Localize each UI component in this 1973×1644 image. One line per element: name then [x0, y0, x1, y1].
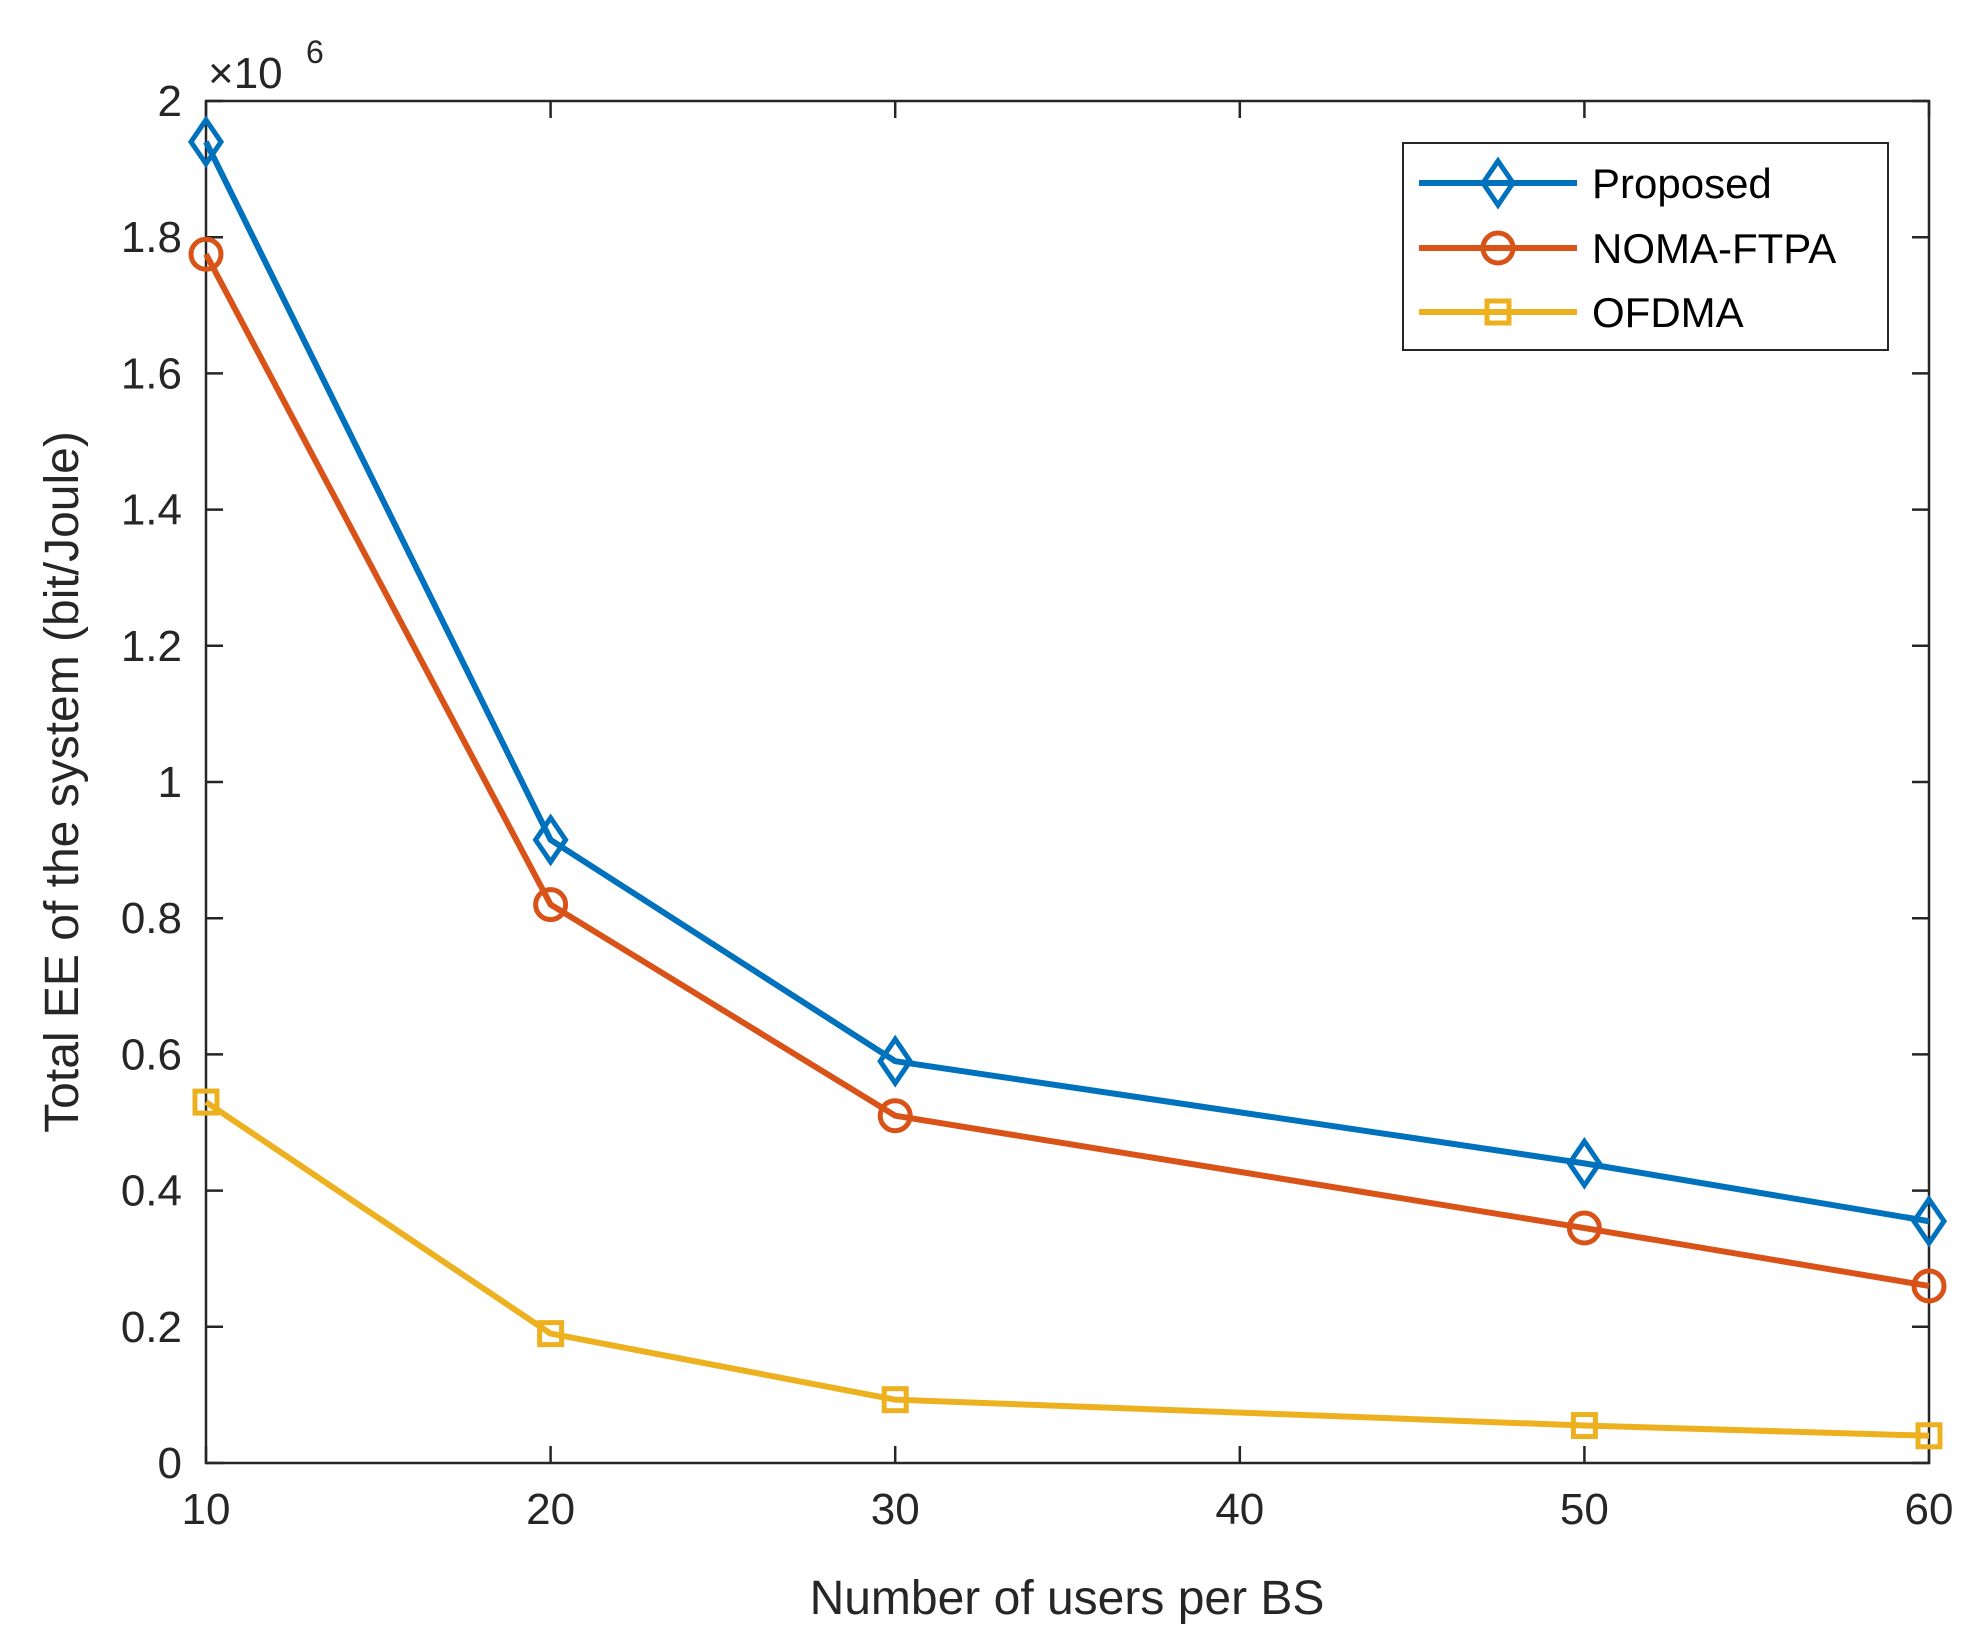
data-point-noma-ftpa: [877, 1098, 913, 1134]
y-tick-label: 0.6: [121, 1030, 182, 1079]
x-tick-label: 50: [1560, 1485, 1609, 1534]
y-multiplier-base: ×10: [208, 49, 283, 98]
data-point-noma-ftpa: [188, 236, 224, 272]
y-tick-label: 1.6: [121, 349, 182, 398]
y-axis-label: Total EE of the system (bit/Joule): [36, 431, 89, 1133]
legend-label: OFDMA: [1592, 289, 1744, 336]
y-multiplier: ×10 6: [208, 34, 324, 98]
legend-entry-proposed: Proposed: [1419, 156, 1772, 210]
x-tick-label: 30: [871, 1485, 920, 1534]
series-layer: [187, 115, 1948, 1450]
data-point-ofdma: [1915, 1422, 1943, 1450]
axis-ticks: 10 20 30 40 50 60 0 0.2 0.4 0.6 0.8 1 1.2 1.4 1.6 1.8 2: [121, 77, 1954, 1534]
data-point-ofdma: [537, 1320, 565, 1348]
legend-label: Proposed: [1592, 160, 1772, 207]
data-point-proposed: [187, 115, 225, 169]
y-tick-label: 1.2: [121, 622, 182, 671]
y-tick-label: 0.2: [121, 1303, 182, 1352]
legend-label: NOMA-FTPA: [1592, 225, 1836, 272]
series-proposed: [187, 115, 1948, 1248]
x-tick-label: 60: [1905, 1485, 1954, 1534]
y-tick-label: 2: [158, 77, 182, 126]
y-tick-label: 1.4: [121, 486, 182, 535]
y-tick-label: 0.8: [121, 894, 182, 943]
legend-marker-noma-ftpa: [1480, 230, 1516, 266]
legend-entry-noma-ftpa: NOMA-FTPA: [1419, 225, 1836, 272]
series-line-ofdma: [204, 1099, 1930, 1439]
legend-marker-ofdma: [1484, 298, 1512, 326]
series-noma-ftpa: [188, 236, 1947, 1304]
legend-entry-ofdma: OFDMA: [1419, 289, 1744, 336]
data-point-proposed: [1566, 1136, 1603, 1190]
series-ofdma: [192, 1088, 1943, 1450]
x-tick-label: 40: [1215, 1485, 1264, 1534]
x-tick-label: 10: [182, 1485, 231, 1534]
y-multiplier-exponent: 6: [306, 34, 324, 70]
legend: Proposed NOMA-FTPA OFDMA: [1402, 142, 1889, 351]
y-tick-label: 0: [158, 1439, 182, 1488]
legend-marker-proposed: [1479, 156, 1517, 210]
series-line-noma-ftpa: [203, 252, 1930, 1289]
series-line-proposed: [203, 140, 1930, 1225]
data-point-noma-ftpa: [1566, 1210, 1602, 1246]
data-point-noma-ftpa: [1911, 1268, 1947, 1304]
data-point-noma-ftpa: [533, 887, 569, 923]
data-point-proposed: [877, 1034, 914, 1088]
data-point-ofdma: [881, 1386, 909, 1414]
data-point-ofdma: [1570, 1412, 1598, 1440]
y-tick-label: 0.4: [121, 1167, 182, 1216]
data-point-proposed: [532, 813, 569, 867]
data-point-ofdma: [192, 1088, 220, 1116]
y-tick-label: 1: [158, 758, 182, 807]
y-tick-label: 1.8: [121, 213, 182, 262]
x-tick-label: 20: [526, 1485, 575, 1534]
x-axis-label: Number of users per BS: [810, 1572, 1325, 1625]
data-point-proposed: [1910, 1194, 1948, 1248]
